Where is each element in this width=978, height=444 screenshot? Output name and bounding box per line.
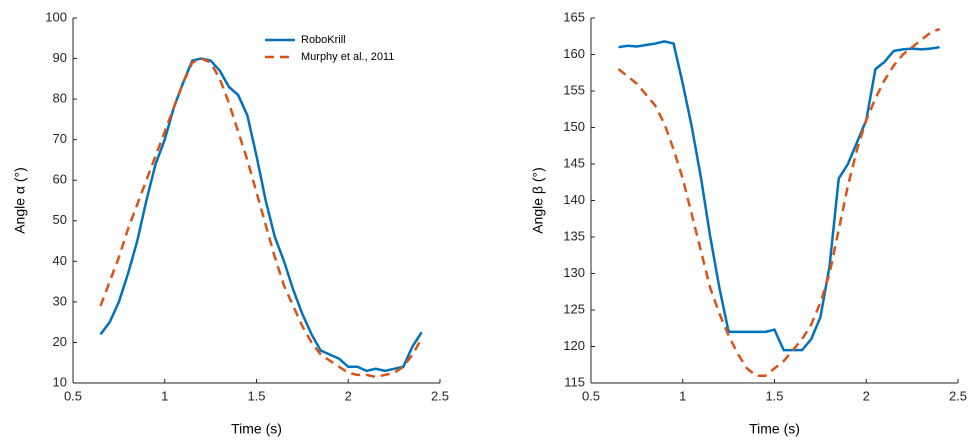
y-tick-label: 80 — [53, 91, 67, 106]
line-series — [617, 27, 941, 377]
y-tick-label: 145 — [563, 155, 585, 170]
legend-label: RoboKrill — [301, 34, 346, 46]
y-tick-label: 70 — [53, 131, 67, 146]
y-axis-label: Angle α (°) — [12, 167, 28, 234]
y-tick-label: 50 — [53, 212, 67, 227]
y-tick-label: 30 — [53, 293, 67, 308]
x-tick-label: 1 — [679, 388, 686, 403]
line-series — [618, 40, 940, 352]
y-tick-label: 160 — [563, 46, 585, 61]
y-tick-label: 20 — [53, 334, 67, 349]
y-tick-label: 165 — [563, 9, 585, 24]
line-series — [99, 57, 423, 373]
y-tick-label: 135 — [563, 228, 585, 243]
y-axis-label: Angle β (°) — [530, 167, 546, 234]
legend-label: Murphy et al., 2011 — [301, 51, 394, 63]
y-tick-label: 125 — [563, 301, 585, 316]
x-tick-label: 0.5 — [582, 388, 600, 403]
chart: 0.5 1 1.5 2 2.5 115 120 125 130 135 140 145 150 155 16… — [530, 9, 967, 436]
x-tick-label: 0.5 — [64, 388, 82, 403]
y-tick-label: 90 — [53, 50, 67, 65]
y-tick-label: 40 — [53, 253, 67, 268]
y-tick-label: 130 — [563, 265, 585, 280]
x-tick-label: 2 — [345, 388, 352, 403]
y-tick-label: 155 — [563, 82, 585, 97]
x-tick-label: 2.5 — [949, 388, 967, 403]
y-tick-label: 115 — [564, 374, 585, 389]
y-tick-label: 10 — [53, 374, 67, 389]
x-axis-label: Time (s) — [749, 421, 800, 437]
x-tick-label: 1.5 — [247, 388, 265, 403]
x-tick-label: 2.5 — [431, 388, 449, 403]
x-tick-label: 1 — [161, 388, 168, 403]
x-axis-label: Time (s) — [231, 421, 282, 437]
chart: 0.5 1 1.5 2 2.5 10 20 30 40 50 60 70 80 90 100 Time (s)… — [12, 9, 449, 436]
line-series — [99, 57, 423, 379]
x-tick-label: 1.5 — [765, 388, 783, 403]
y-tick-label: 120 — [563, 338, 585, 353]
y-tick-label: 140 — [563, 192, 585, 207]
y-tick-label: 100 — [45, 9, 67, 24]
x-tick-label: 2 — [863, 388, 870, 403]
y-tick-label: 150 — [563, 119, 585, 134]
y-tick-label: 60 — [53, 172, 67, 187]
